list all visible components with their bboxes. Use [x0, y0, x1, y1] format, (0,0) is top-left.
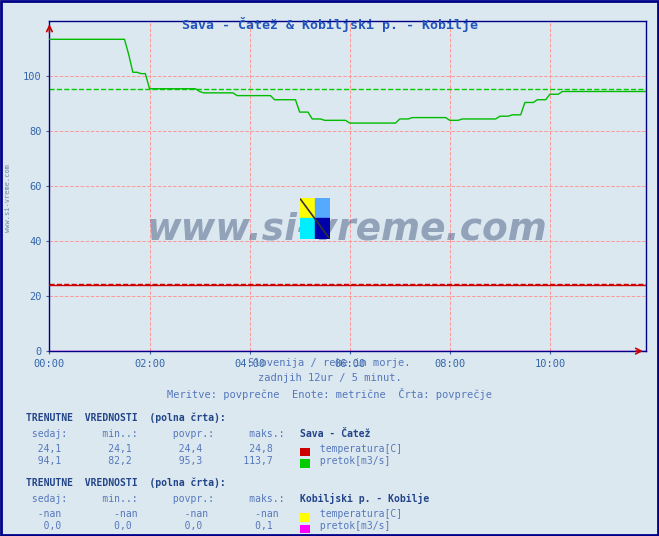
Text: -nan         -nan        -nan        -nan: -nan -nan -nan -nan	[26, 509, 279, 519]
Text: TRENUTNE  VREDNOSTI  (polna črta):: TRENUTNE VREDNOSTI (polna črta):	[26, 412, 226, 423]
Text: www.si-vreme.com: www.si-vreme.com	[5, 165, 11, 232]
Text: Kobiljski p. - Kobilje: Kobiljski p. - Kobilje	[300, 493, 429, 504]
Text: 24,1        24,1        24,4        24,8: 24,1 24,1 24,4 24,8	[26, 444, 273, 454]
Bar	[300, 219, 315, 239]
Text: pretok[m3/s]: pretok[m3/s]	[314, 456, 390, 466]
Bar	[300, 198, 315, 219]
Text: zadnjih 12ur / 5 minut.: zadnjih 12ur / 5 minut.	[258, 373, 401, 383]
Text: TRENUTNE  VREDNOSTI  (polna črta):: TRENUTNE VREDNOSTI (polna črta):	[26, 478, 226, 488]
Text: temperatura[C]: temperatura[C]	[314, 509, 402, 519]
Bar	[315, 219, 330, 239]
Bar	[315, 198, 330, 219]
Text: 0,0         0,0         0,0         0,1: 0,0 0,0 0,0 0,1	[26, 521, 273, 531]
Text: sedaj:      min..:      povpr.:      maks.:: sedaj: min..: povpr.: maks.:	[26, 494, 285, 504]
Text: Meritve: povprečne  Enote: metrične  Črta: povprečje: Meritve: povprečne Enote: metrične Črta:…	[167, 388, 492, 400]
Text: 94,1        82,2        95,3       113,7: 94,1 82,2 95,3 113,7	[26, 456, 273, 466]
Text: sedaj:      min..:      povpr.:      maks.:: sedaj: min..: povpr.: maks.:	[26, 429, 285, 439]
Text: temperatura[C]: temperatura[C]	[314, 444, 402, 454]
Text: Slovenija / reke in morje.: Slovenija / reke in morje.	[248, 358, 411, 368]
Text: Sava - Čatež: Sava - Čatež	[300, 429, 370, 439]
Text: pretok[m3/s]: pretok[m3/s]	[314, 521, 390, 531]
Text: www.si-vreme.com: www.si-vreme.com	[147, 211, 548, 247]
Text: Sava - Čatež & Kobiljski p. - Kobilje: Sava - Čatež & Kobiljski p. - Kobilje	[181, 17, 478, 32]
